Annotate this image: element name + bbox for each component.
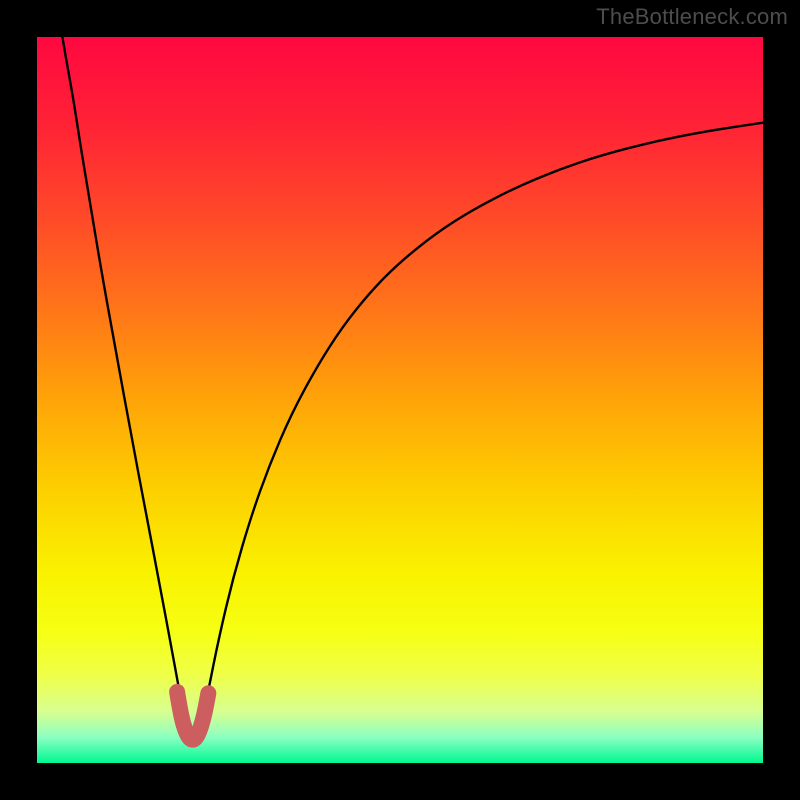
watermark-text: TheBottleneck.com	[596, 4, 788, 30]
chart-frame: TheBottleneck.com	[0, 0, 800, 800]
plot-area	[37, 37, 763, 763]
chart-svg	[37, 37, 763, 763]
gradient-background	[37, 37, 763, 763]
